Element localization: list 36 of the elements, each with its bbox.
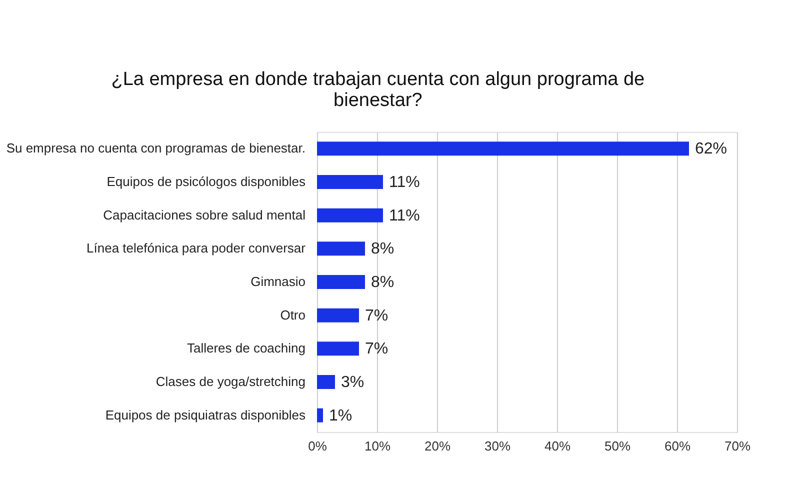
x-tick-label: 0% [308,438,328,454]
y-tick-label: Capacitaciones sobre salud mental [103,207,306,222]
data-label: 7% [365,307,388,324]
data-label: 1% [329,407,352,424]
x-tick-label: 10% [364,438,391,454]
x-tick-label: 30% [484,438,511,454]
x-tick-label: 70% [724,438,751,454]
bar [317,375,335,389]
x-tick-label: 50% [604,438,631,454]
x-tick-label: 40% [544,438,571,454]
bar [317,308,359,322]
data-label: 8% [371,240,394,258]
x-tick-label: 60% [664,438,691,454]
y-tick-label: Talleres de coaching [186,340,306,356]
bar [317,175,383,189]
data-label: 11% [389,174,420,191]
bar [317,242,365,256]
y-tick-label: Equipos de psicólogos disponibles [106,174,306,189]
x-tick-label: 20% [424,438,451,454]
y-tick-label: Línea telefónica para poder conversar [86,240,306,256]
bar [317,208,383,222]
y-tick-label: Clases de yoga/stretching [156,374,306,389]
data-label: 62% [695,140,728,158]
bar [317,275,365,289]
bar [317,342,359,356]
data-label: 8% [371,274,394,291]
data-label: 7% [365,340,388,358]
y-tick-label: Otro [280,307,306,322]
data-label: 11% [389,207,420,224]
chart-title: ¿La empresa en donde trabajan cuenta con algun programa de bienestar? [111,69,645,111]
bar [317,142,689,156]
y-tick-label: Su empresa no cuenta con programas de bienestar. [6,140,306,156]
data-label: 3% [341,374,364,391]
y-tick-label: Equipos de psiquiatras disponibles [105,407,306,422]
y-tick-label: Gimnasio [250,274,306,289]
bar [317,408,323,422]
